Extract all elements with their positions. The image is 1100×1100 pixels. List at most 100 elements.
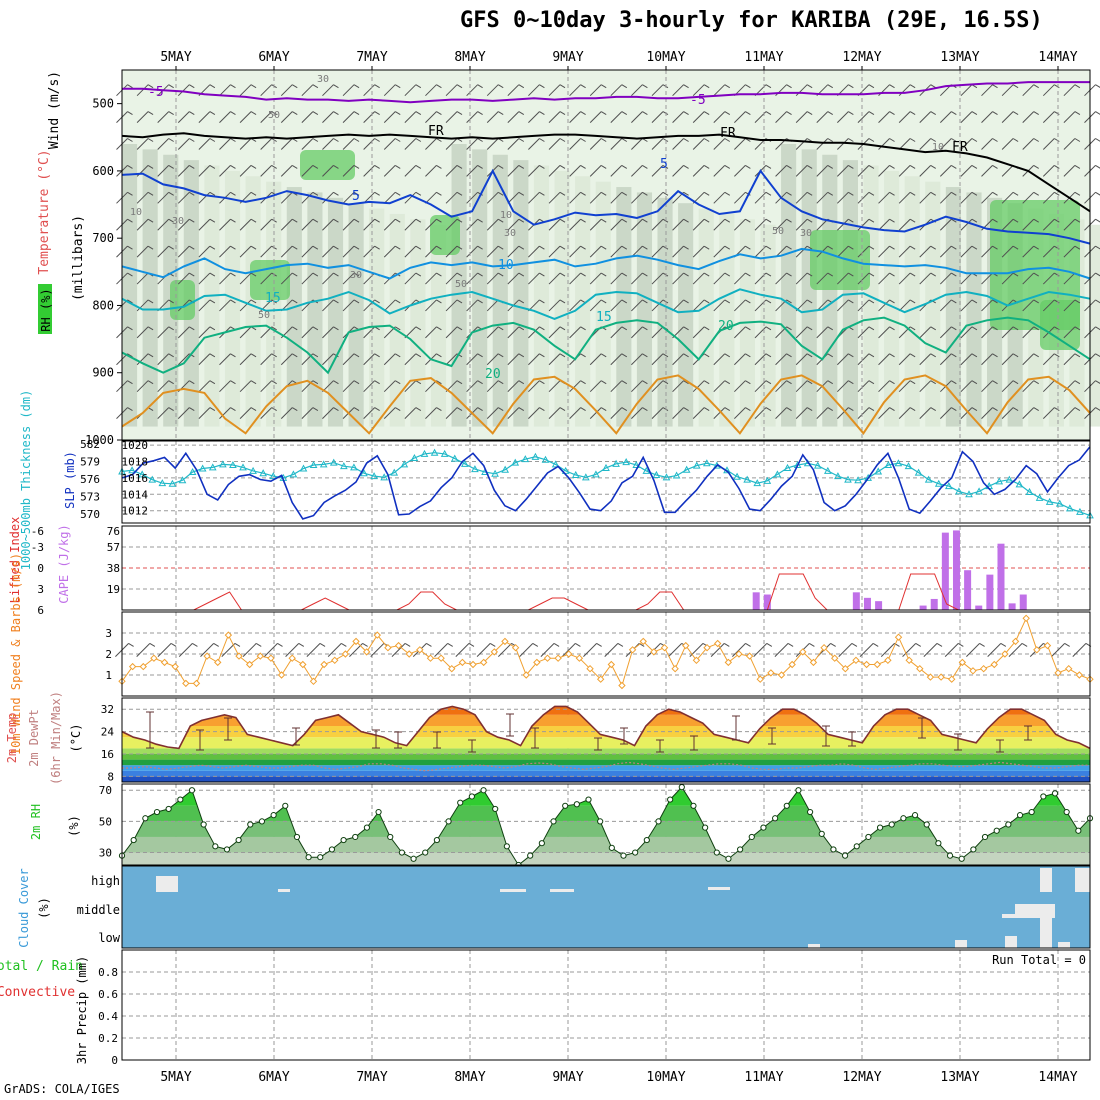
- wind-barb: [342, 165, 355, 177]
- wind-barb: [981, 111, 993, 123]
- thickness-marker: [702, 459, 711, 467]
- wind-barb-flag: [559, 245, 566, 250]
- wind-speed-marker: [1065, 664, 1073, 673]
- rh-marker: [398, 849, 406, 856]
- wind-barb: [672, 299, 684, 312]
- wind-barb: [507, 272, 520, 285]
- wind-barb: [548, 380, 561, 393]
- wind-barb: [878, 299, 890, 312]
- wind-barb: [507, 326, 520, 339]
- wind-barb: [692, 272, 705, 285]
- wind-barb-flag: [234, 642, 241, 647]
- wind-barb: [692, 165, 705, 177]
- wind-speed-marker: [182, 679, 190, 688]
- wind-barb-flag: [456, 111, 463, 116]
- wind-barb: [342, 380, 355, 393]
- wind-barb-flag: [1012, 380, 1019, 385]
- wind-barb: [1022, 380, 1035, 393]
- wind-barb-flag: [889, 111, 895, 116]
- cape-bar: [964, 570, 972, 610]
- wind-barb: [1022, 218, 1035, 231]
- wind-barb-flag: [250, 407, 257, 412]
- wind-barb-flag: [230, 272, 236, 277]
- wind-barb-flag: [518, 138, 525, 142]
- wind-barb: [838, 643, 853, 657]
- wind-barb: [363, 218, 376, 231]
- wind-barb: [1001, 380, 1014, 393]
- y-tick-label-li: 0: [37, 562, 44, 575]
- wind-barb: [425, 407, 437, 419]
- wind-barb: [857, 299, 870, 312]
- isotherm-label: FR: [428, 124, 444, 139]
- cloud-cell: [278, 889, 290, 892]
- wind-barb-flag: [447, 642, 453, 647]
- wind-barb-flag: [703, 245, 710, 250]
- wind-barb-flag: [374, 191, 380, 196]
- wind-barb-flag: [827, 191, 834, 196]
- slp-thickness-frame: [121, 440, 1091, 524]
- rh-marker: [235, 836, 242, 844]
- wind-barb: [754, 353, 767, 366]
- wind-barb: [404, 245, 417, 258]
- thickness-marker: [592, 470, 600, 478]
- rh-marker: [632, 849, 639, 856]
- wind-barb-flag: [1064, 642, 1070, 647]
- wind-barb: [342, 299, 355, 312]
- wind-barb-flag: [806, 353, 813, 358]
- wind-barb-flag: [292, 299, 298, 304]
- wind-barb-flag: [168, 353, 174, 358]
- wind-barb-flag: [827, 353, 834, 358]
- temperature-band: [122, 714, 1090, 726]
- wind-barb-flag: [333, 191, 339, 196]
- wind-barb: [239, 407, 252, 419]
- rh-marker: [1028, 808, 1035, 816]
- wind-barb: [569, 299, 581, 312]
- rh-marker: [993, 827, 1000, 834]
- thickness-marker: [138, 470, 147, 478]
- thickness-marker: [602, 463, 610, 471]
- wind-barb-flag: [292, 245, 298, 250]
- wind-barb: [981, 353, 993, 366]
- wind-barb: [898, 407, 911, 419]
- wind-barb-flag: [394, 380, 401, 385]
- rh-marker: [177, 796, 184, 803]
- wind-barb: [322, 218, 334, 231]
- wind-barb-flag: [127, 407, 133, 412]
- wind-barb-flag: [1012, 326, 1019, 331]
- wind-barb-flag: [250, 111, 257, 116]
- wind-barb: [1063, 218, 1076, 231]
- wind-barb: [198, 380, 211, 393]
- wind-barb: [939, 138, 952, 150]
- wind-barb-flag: [168, 138, 174, 142]
- rh-marker: [258, 818, 266, 825]
- wind-barb: [466, 191, 478, 204]
- wind-barb: [507, 138, 520, 150]
- wind-barb-flag: [703, 299, 710, 304]
- x-tick-label-top: 10MAY: [646, 50, 685, 65]
- wind-barb: [301, 84, 314, 97]
- y-tick-label-thickness: 570: [80, 508, 100, 521]
- axis-label-temp: (6hr Min/Max): [49, 691, 63, 785]
- wind-barb-flag: [404, 642, 411, 647]
- wind-barb-flag: [930, 326, 936, 331]
- rh-marker: [667, 796, 674, 803]
- wind-barb: [981, 299, 993, 312]
- wind-barb-flag: [333, 164, 339, 169]
- wind-barb: [404, 138, 417, 150]
- wind-barb-flag: [250, 191, 257, 196]
- wind-barb-flag: [909, 84, 916, 89]
- wind-barb-flag: [621, 164, 628, 169]
- wind-barb: [425, 165, 437, 177]
- wind-barb: [672, 165, 684, 177]
- wind-speed-marker: [309, 677, 318, 686]
- wind-barb-flag: [600, 84, 607, 89]
- wind-barb: [157, 111, 170, 123]
- wind-barb: [219, 407, 231, 419]
- wind-barb-flag: [971, 380, 978, 385]
- wind-barb-flag: [333, 326, 339, 331]
- wind-barb-flag: [298, 642, 305, 647]
- wind-barb-flag: [436, 326, 442, 331]
- wind-barb-flag: [992, 407, 998, 412]
- wind-barb: [445, 84, 458, 97]
- wind-barb: [1001, 218, 1014, 231]
